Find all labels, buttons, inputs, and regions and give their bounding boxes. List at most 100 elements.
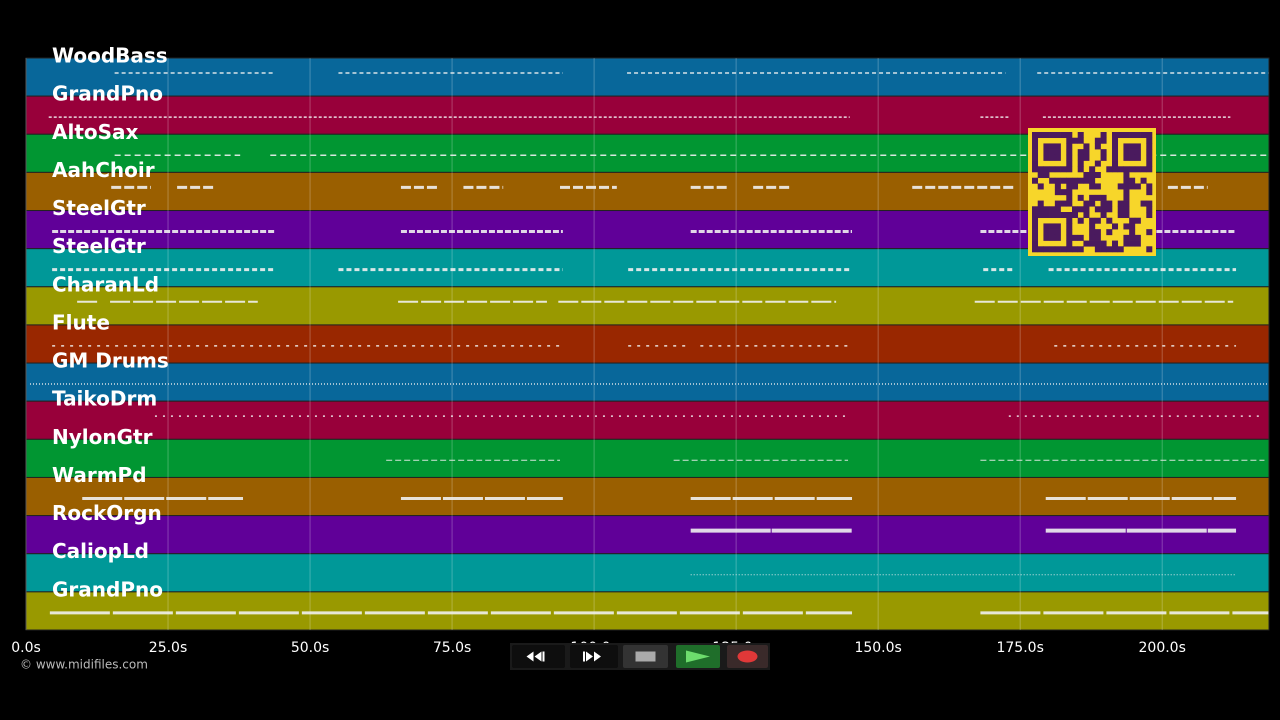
qr-module (1129, 149, 1136, 156)
track-label: GM Drums (52, 349, 169, 373)
qr-module (1083, 206, 1090, 213)
qr-module (1077, 194, 1084, 201)
qr-module (1146, 246, 1153, 253)
qr-module (1146, 143, 1153, 150)
qr-module (1054, 166, 1061, 173)
rewind-button[interactable] (512, 645, 565, 668)
qr-module (1146, 189, 1153, 196)
icon (586, 651, 601, 662)
qr-module (1129, 154, 1136, 161)
qr-module (1094, 172, 1101, 179)
qr-module (1140, 132, 1147, 139)
qr-module (1089, 166, 1096, 173)
qr-module (1077, 149, 1084, 156)
qr-module (1083, 177, 1090, 184)
icon (542, 651, 545, 662)
qr-module (1054, 149, 1061, 156)
qr-module (1112, 149, 1119, 156)
qr-module (1094, 183, 1101, 190)
qr-module (1094, 206, 1101, 213)
qr-module (1094, 229, 1101, 236)
qr-module (1134, 132, 1141, 139)
qr-module (1043, 223, 1050, 230)
track-label: CaliopLd (52, 539, 149, 563)
qr-module (1032, 154, 1039, 161)
qr-module (1134, 143, 1141, 150)
qr-module (1032, 240, 1039, 247)
qr-module (1037, 206, 1044, 213)
qr-module (1060, 212, 1067, 219)
track-label: GrandPno (52, 577, 163, 601)
qr-module (1049, 229, 1056, 236)
qr-module (1112, 223, 1119, 230)
qr-module (1037, 166, 1044, 173)
qr-module (1123, 223, 1130, 230)
fast-forward-button[interactable] (570, 645, 618, 668)
qr-module (1089, 217, 1096, 224)
qr-module (1077, 166, 1084, 173)
qr-module (1032, 166, 1039, 173)
qr-module (1100, 212, 1107, 219)
qr-module (1072, 206, 1079, 213)
qr-module (1032, 217, 1039, 224)
track-row (25, 438, 1270, 478)
qr-module (1089, 234, 1096, 241)
qr-module (1146, 206, 1153, 213)
icon (737, 650, 758, 663)
stop-button[interactable] (623, 645, 668, 668)
qr-module (1083, 172, 1090, 179)
qr-module (1066, 229, 1073, 236)
qr-module (1106, 246, 1113, 253)
qr-module (1100, 132, 1107, 139)
qr-module (1112, 246, 1119, 253)
qr-module (1083, 149, 1090, 156)
qr-module (1100, 206, 1107, 213)
track-label: NylonGtr (52, 425, 153, 449)
qr-module (1083, 143, 1090, 150)
qr-module (1112, 160, 1119, 167)
icon (635, 651, 656, 662)
icon (526, 651, 542, 662)
qr-module (1106, 229, 1113, 236)
qr-module (1072, 177, 1079, 184)
qr-module (1083, 154, 1090, 161)
qr-module (1054, 234, 1061, 241)
qr-module (1049, 234, 1056, 241)
qr-module (1066, 246, 1073, 253)
qr-module (1060, 166, 1067, 173)
qr-module (1140, 166, 1147, 173)
qr-module (1066, 223, 1073, 230)
qr-module (1146, 154, 1153, 161)
track-label: WarmPd (52, 463, 147, 487)
qr-module (1094, 234, 1101, 241)
qr-module (1054, 132, 1061, 139)
record-button[interactable] (727, 645, 768, 668)
qr-module (1106, 217, 1113, 224)
qr-module (1083, 212, 1090, 219)
qr-module (1032, 229, 1039, 236)
qr-module (1094, 217, 1101, 224)
qr-module (1100, 200, 1107, 207)
qr-module (1077, 234, 1084, 241)
play-button[interactable] (676, 645, 720, 668)
qr-module (1094, 137, 1101, 144)
track-row (25, 362, 1270, 402)
qr-module (1134, 183, 1141, 190)
track-row (25, 515, 1270, 555)
qr-module (1083, 240, 1090, 247)
qr-module (1106, 200, 1113, 207)
qr-module (1043, 149, 1050, 156)
qr-module (1066, 132, 1073, 139)
qr-module (1134, 234, 1141, 241)
x-tick-label: 50.0s (291, 640, 329, 656)
qr-module (1146, 149, 1153, 156)
qr-module (1146, 229, 1153, 236)
qr-module (1100, 194, 1107, 201)
icon (583, 651, 585, 662)
track-label: Flute (52, 310, 110, 334)
qr-module (1054, 154, 1061, 161)
qr-module (1043, 132, 1050, 139)
qr-module (1146, 132, 1153, 139)
